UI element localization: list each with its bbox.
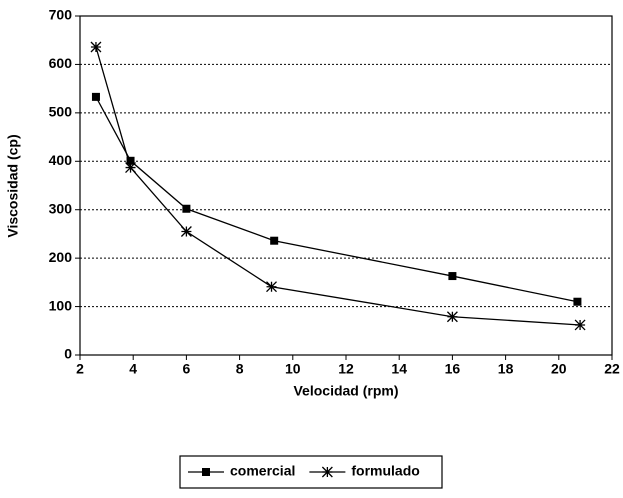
marker <box>180 226 192 237</box>
x-tick-label: 22 <box>604 361 620 377</box>
x-tick-label: 18 <box>498 361 514 377</box>
y-tick-label: 600 <box>49 55 73 71</box>
marker <box>182 204 191 213</box>
marker <box>266 281 277 293</box>
x-tick-label: 4 <box>129 361 137 377</box>
x-tick-label: 14 <box>391 361 407 377</box>
marker <box>446 311 458 323</box>
y-tick-label: 200 <box>49 249 73 265</box>
marker <box>126 156 135 165</box>
x-tick-label: 12 <box>338 361 354 377</box>
y-tick-label: 500 <box>49 104 73 120</box>
series-line <box>95 96 578 303</box>
x-tick-label: 2 <box>76 361 84 377</box>
marker <box>90 41 102 53</box>
marker <box>573 297 582 306</box>
y-tick-label: 0 <box>64 346 72 362</box>
x-tick-label: 6 <box>183 361 191 377</box>
marker <box>91 92 100 101</box>
y-axis-label: Viscosidad (cp) <box>5 134 21 237</box>
series-line <box>95 46 581 326</box>
y-tick-label: 300 <box>49 200 73 216</box>
plot-frame <box>79 15 613 356</box>
x-tick-label: 10 <box>285 361 301 377</box>
y-tick-label: 400 <box>49 152 73 168</box>
x-tick-label: 20 <box>551 361 567 377</box>
marker <box>448 272 457 281</box>
marker <box>125 162 136 174</box>
legend-label: comercial <box>230 463 295 479</box>
x-tick-label: 8 <box>236 361 244 377</box>
x-axis-label: Velocidad (rpm) <box>293 383 398 399</box>
legend-label: formulado <box>351 463 419 479</box>
x-tick-label: 16 <box>445 361 461 377</box>
legend-marker <box>202 468 210 476</box>
y-tick-label: 100 <box>49 297 73 313</box>
legend-marker <box>321 466 333 478</box>
marker <box>574 319 586 331</box>
marker <box>270 236 279 245</box>
y-tick-label: 700 <box>49 7 73 23</box>
